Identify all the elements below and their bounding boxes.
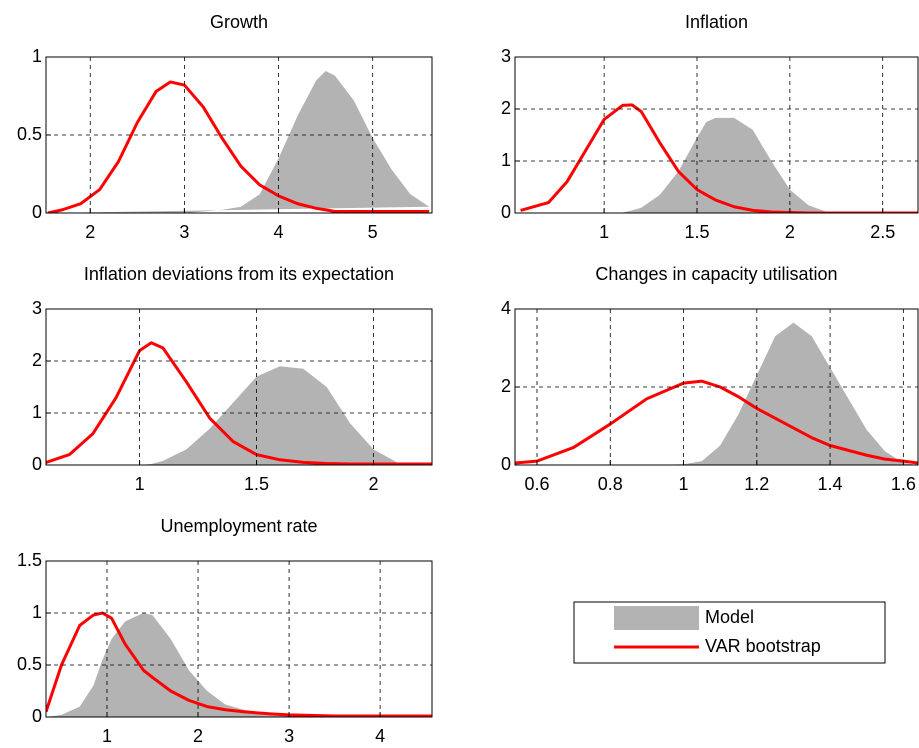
plot-area: [515, 322, 918, 465]
axes-frame: [45, 560, 433, 718]
x-tick-label: 2: [85, 222, 95, 242]
x-tick-label: 1: [599, 222, 609, 242]
x-tick-label: 1: [135, 474, 145, 494]
x-tick-label: 1: [679, 474, 689, 494]
x-tick-label: 1: [102, 726, 112, 746]
legend-label: VAR bootstrap: [705, 636, 821, 656]
area: [520, 117, 918, 213]
x-tick-label: 2: [369, 474, 379, 494]
subplot-title: Growth: [210, 12, 268, 32]
x-tick-label: 5: [368, 222, 378, 242]
subplot: Inflation 1 1.5 2 2.5 0 1 2 3: [501, 12, 919, 242]
plot-area: [520, 103, 918, 213]
line: [46, 611, 432, 717]
y-tick-label: 2: [501, 376, 511, 396]
area: [46, 366, 432, 465]
plot-area: [47, 71, 430, 213]
x-tick-label: 1.6: [891, 474, 916, 494]
y-tick-label: 4: [501, 298, 511, 318]
y-tick-label: 2: [32, 350, 42, 370]
y-tick-label: 0: [32, 706, 42, 726]
y-tick-label: 0: [32, 454, 42, 474]
y-tick-label: 1: [32, 402, 42, 422]
plot-area: [46, 341, 432, 465]
x-tick-label: 2: [785, 222, 795, 242]
x-tick-label: 4: [375, 726, 385, 746]
x-tick-label: 3: [179, 222, 189, 242]
line: [46, 341, 432, 465]
area: [46, 613, 432, 717]
x-tick-label: 1.5: [244, 474, 269, 494]
subplot: Growth 2 3 4 5 0 0.5 1: [17, 12, 433, 242]
y-tick-label: 0: [501, 454, 511, 474]
x-tick-label: 1.4: [818, 474, 843, 494]
plot-area: [46, 611, 432, 717]
subplot-title: Inflation: [685, 12, 748, 32]
x-tick-label: 0.6: [524, 474, 549, 494]
subplot: Changes in capacity utilisation 0.6 0.8 1 1.…: [501, 264, 919, 494]
x-tick-label: 1.5: [684, 222, 709, 242]
x-tick-label: 0.8: [598, 474, 623, 494]
axes-frame: [514, 56, 919, 214]
y-tick-label: 0.5: [17, 124, 42, 144]
legend: Model VAR bootstrap: [573, 601, 886, 664]
line: [515, 379, 918, 465]
y-tick-label: 1: [32, 602, 42, 622]
area: [515, 322, 918, 465]
subplot-title: Unemployment rate: [160, 516, 317, 536]
x-tick-label: 4: [274, 222, 284, 242]
subplot: Unemployment rate 1 2 3 4 0 0.5 1 1.5: [17, 516, 433, 746]
y-tick-label: 3: [32, 298, 42, 318]
y-tick-label: 2: [501, 98, 511, 118]
area: [47, 71, 430, 213]
axes-frame: [45, 308, 433, 466]
y-tick-label: 1.5: [17, 550, 42, 570]
axes-frame: [514, 308, 919, 466]
line: [47, 80, 430, 213]
subplot-title: Changes in capacity utilisation: [595, 264, 837, 284]
y-tick-label: 0: [501, 202, 511, 222]
x-tick-label: 3: [284, 726, 294, 746]
y-tick-label: 0: [32, 202, 42, 222]
x-tick-label: 2: [193, 726, 203, 746]
y-tick-label: 3: [501, 46, 511, 66]
legend-label: Model: [705, 607, 754, 627]
axes-frame: [45, 56, 433, 214]
subplot: Inflation deviations from its expectatio…: [32, 264, 433, 494]
y-tick-label: 0.5: [17, 654, 42, 674]
subplot-title: Inflation deviations from its expectatio…: [84, 264, 394, 284]
x-tick-label: 2.5: [870, 222, 895, 242]
x-tick-label: 1.2: [744, 474, 769, 494]
legend-swatch: [614, 606, 699, 630]
y-tick-label: 1: [32, 46, 42, 66]
y-tick-label: 1: [501, 150, 511, 170]
